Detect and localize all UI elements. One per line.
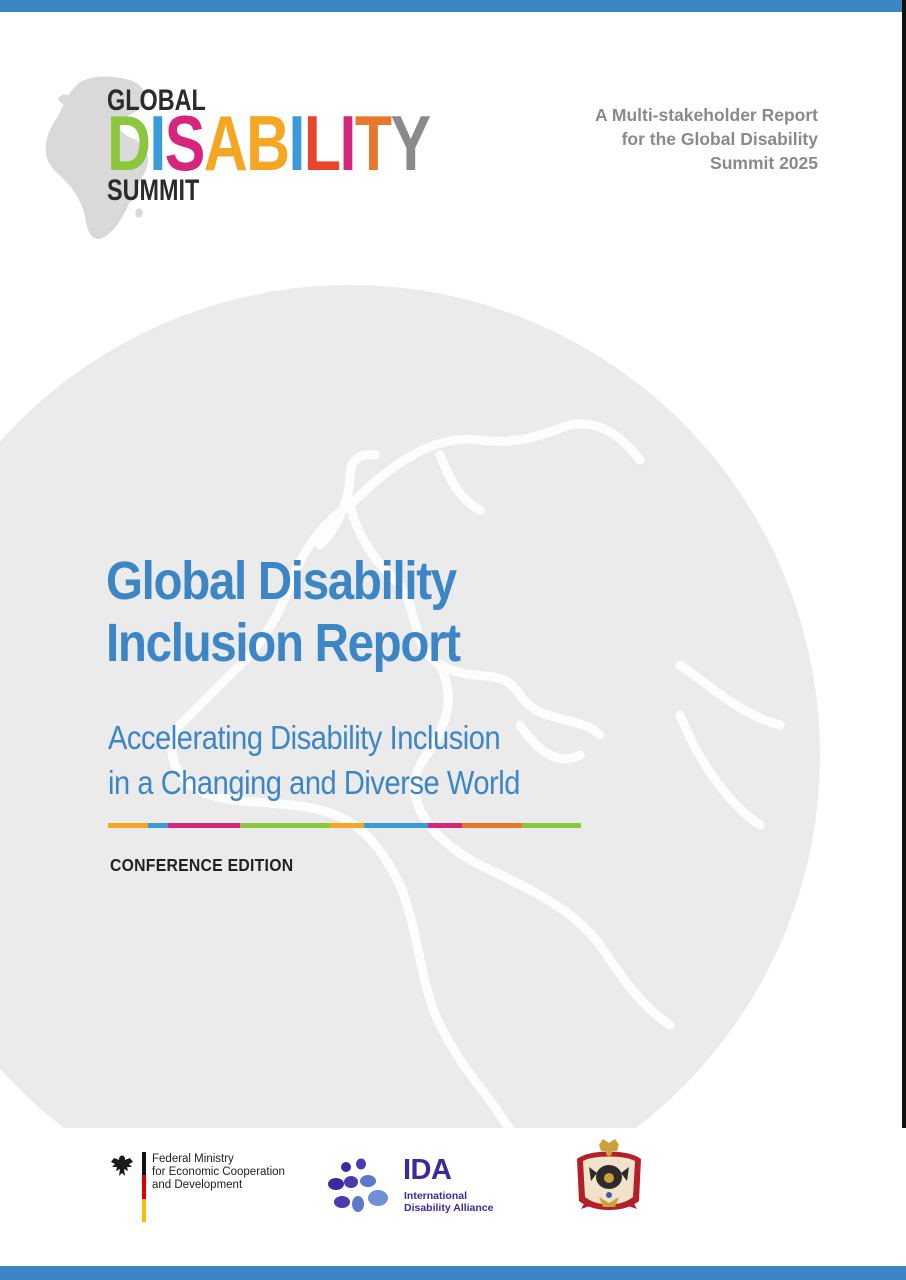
report-subtitle-line: Accelerating Disability Inclusion: [108, 719, 501, 756]
ida-full-name-line: Disability Alliance: [404, 1202, 494, 1214]
logo-global-text: GLOBAL: [107, 84, 206, 117]
logo-letter: I: [339, 99, 356, 187]
report-title-line: Global Disability: [106, 551, 457, 611]
stripe-segment: [148, 823, 168, 828]
logo-letter: S: [164, 99, 206, 187]
report-title-line: Inclusion Report: [106, 613, 461, 673]
ida-acronym: IDA: [403, 1154, 452, 1186]
logo-letter: I: [288, 99, 306, 187]
report-tagline-line: A Multi-stakeholder Report: [595, 105, 818, 125]
logo-letter: A: [203, 99, 248, 187]
jordan-coat-of-arms-icon: [577, 1139, 641, 1210]
edition-label: CONFERENCE EDITION: [110, 855, 294, 875]
report-tagline-line: for the Global Disability: [621, 129, 818, 149]
global-disability-summit-logo: GLOBAL DISABILITY SUMMIT: [40, 70, 431, 245]
ida-logo: IDA International Disability Alliance: [326, 1152, 516, 1222]
color-stripe-divider: [108, 823, 581, 828]
report-subtitle: Accelerating Disability Inclusion in a C…: [108, 715, 520, 805]
top-frame-bar: [0, 0, 906, 12]
bmz-name: Federal Ministry for Economic Cooperatio…: [152, 1153, 285, 1192]
logo-letter: I: [149, 99, 166, 187]
german-flag-bar: [142, 1152, 146, 1222]
report-tagline: A Multi-stakeholder Report for the Globa…: [498, 103, 818, 175]
logo-letter: B: [246, 99, 290, 187]
stripe-segment: [330, 823, 364, 828]
partner-logos-footer: [0, 1128, 906, 1266]
bottom-frame-bar: [0, 1266, 906, 1280]
logo-disability-text: DISABILITY: [107, 104, 431, 182]
ida-dots-icon: [328, 1158, 388, 1212]
logo-letter: T: [354, 99, 392, 187]
stripe-segment: [364, 823, 428, 828]
logo-summit-text: SUMMIT: [107, 174, 200, 207]
right-frame-edge: [902, 0, 906, 1280]
logo-letter: Y: [390, 99, 431, 187]
eagle-emblem-icon: [111, 1155, 133, 1176]
bmz-logo: Federal Ministry for Economic Cooperatio…: [108, 1152, 308, 1224]
logo-letter: D: [107, 99, 151, 187]
bmz-name-line: and Development: [152, 1179, 243, 1191]
stripe-segment: [240, 823, 330, 828]
ida-full-name-line: International: [404, 1190, 468, 1202]
bmz-name-line: Federal Ministry: [152, 1153, 234, 1165]
stripe-segment: [428, 823, 462, 828]
report-tagline-line: Summit 2025: [710, 153, 818, 173]
report-title: Global Disability Inclusion Report: [106, 550, 461, 674]
stripe-segment: [108, 823, 148, 828]
ida-full-name: International Disability Alliance: [404, 1190, 493, 1214]
report-subtitle-line: in a Changing and Diverse World: [108, 764, 520, 801]
bmz-name-line: for Economic Cooperation: [152, 1166, 285, 1178]
stripe-segment: [462, 823, 522, 828]
stripe-segment: [168, 823, 240, 828]
logo-letter: L: [303, 99, 341, 187]
stripe-segment: [522, 823, 581, 828]
world-map-icon: [45, 76, 149, 240]
